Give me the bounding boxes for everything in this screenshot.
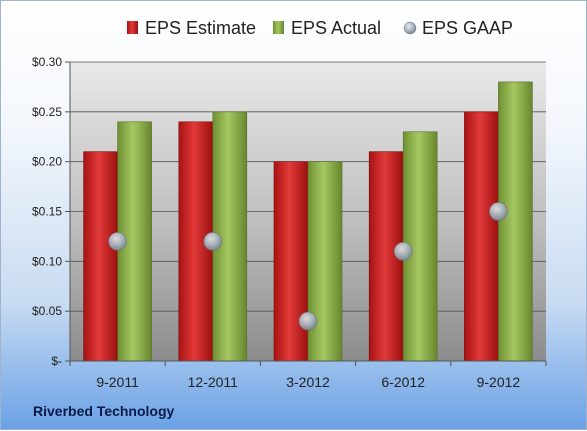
y-tick-label: $0.05	[32, 304, 62, 318]
bar-eps-estimate	[83, 151, 118, 362]
legend-eps-gaap-swatch	[403, 21, 417, 35]
bar-eps-actual	[307, 161, 343, 362]
x-tick-label: 9-2012	[477, 374, 521, 390]
company-name: Riverbed Technology	[33, 403, 175, 419]
marker-eps-gaap	[203, 232, 223, 251]
y-tick-label: $-	[51, 354, 62, 368]
x-axis: 9-2011 12-2011 3-2012 6-2012 9-2012	[69, 360, 547, 390]
legend-eps-estimate-label: EPS Estimate	[145, 18, 256, 38]
legend-eps-gaap-label: EPS GAAP	[422, 18, 513, 38]
legend: EPS Estimate EPS Actual EPS GAAP	[127, 18, 513, 38]
bar-eps-estimate	[273, 161, 309, 362]
x-tick-label: 9-2011	[96, 374, 139, 390]
marker-eps-gaap	[393, 242, 413, 261]
y-tick-label: $0.20	[32, 155, 62, 169]
gaap-markers	[108, 202, 508, 331]
legend-eps-actual-swatch	[273, 21, 284, 34]
y-tick-label: $0.15	[32, 205, 62, 219]
bar-eps-estimate	[464, 111, 499, 362]
marker-eps-gaap	[298, 311, 318, 331]
y-axis: $- $0.05 $0.10 $0.15 $0.20 $0.25 $0.30	[32, 55, 71, 368]
marker-eps-gaap	[108, 232, 127, 251]
y-tick-label: $0.30	[32, 55, 62, 69]
y-tick-label: $0.25	[32, 105, 62, 119]
x-tick-label: 12-2011	[188, 374, 239, 390]
bar-eps-actual	[498, 81, 533, 362]
legend-eps-estimate-swatch	[127, 21, 138, 34]
x-tick-label: 6-2012	[381, 374, 425, 390]
legend-eps-actual-label: EPS Actual	[291, 18, 381, 38]
x-tick-label: 3-2012	[286, 374, 330, 390]
marker-eps-gaap	[489, 202, 508, 221]
y-tick-label: $0.10	[32, 254, 62, 268]
